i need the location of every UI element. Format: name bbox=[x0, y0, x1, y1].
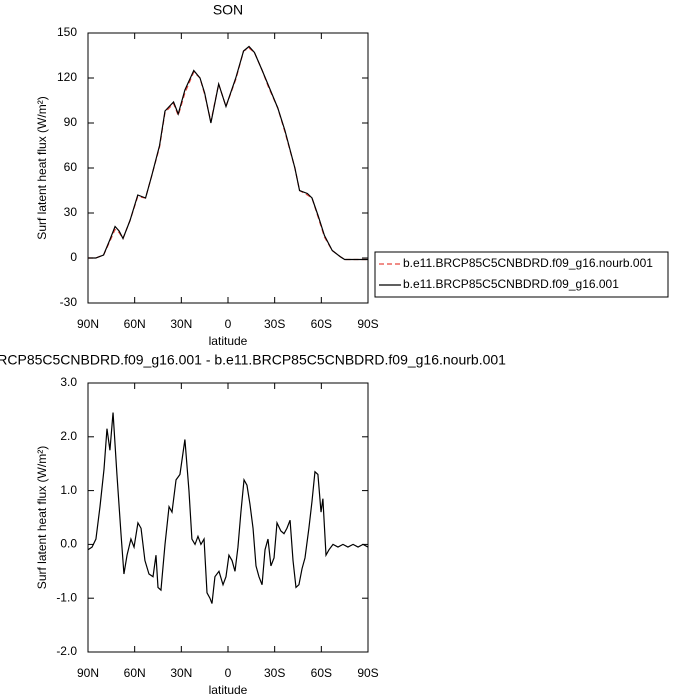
y-tick-label: 120 bbox=[57, 70, 77, 84]
legend-frame bbox=[374, 251, 669, 298]
y-tick-label: -1.0 bbox=[56, 590, 77, 604]
legend-label: b.e11.BRCP85C5CNBDRD.f09_g16.001 bbox=[403, 277, 619, 291]
y-tick-label: 2.0 bbox=[60, 429, 77, 443]
x-tick-label: 30S bbox=[264, 666, 285, 680]
y-tick-label: 30 bbox=[64, 205, 78, 219]
y-tick-label: 1.0 bbox=[60, 483, 77, 497]
x-tick-label: 90S bbox=[357, 317, 378, 331]
x-tick-label: 60S bbox=[311, 317, 332, 331]
legend-label: b.e11.BRCP85C5CNBDRD.f09_g16.nourb.001 bbox=[403, 256, 653, 270]
plot-frame bbox=[87, 32, 369, 304]
x-tick-label: 90S bbox=[357, 666, 378, 680]
chart-title: SON bbox=[213, 2, 243, 18]
x-tick-label: 60N bbox=[124, 666, 146, 680]
y-tick-label: -2.0 bbox=[56, 644, 77, 658]
y-tick-label: 90 bbox=[64, 115, 78, 129]
y-tick-label: 0.0 bbox=[60, 537, 77, 551]
x-tick-label: 60S bbox=[311, 666, 332, 680]
y-tick-label: 3.0 bbox=[60, 375, 77, 389]
data-line bbox=[88, 47, 368, 261]
y-axis-label: Surf latent heat flux (W/m²) bbox=[35, 96, 49, 239]
x-tick-label: 0 bbox=[225, 317, 232, 331]
x-tick-label: 30S bbox=[264, 317, 285, 331]
data-line bbox=[87, 412, 369, 604]
x-tick-label: 30N bbox=[170, 666, 192, 680]
x-axis-label: latitude bbox=[209, 334, 248, 348]
y-tick-label: 150 bbox=[57, 25, 77, 39]
x-tick-label: 90N bbox=[77, 666, 99, 680]
y-tick-label: -30 bbox=[60, 295, 78, 309]
x-axis-label: latitude bbox=[209, 683, 248, 697]
y-axis-label: Surf latent heat flux (W/m²) bbox=[35, 446, 49, 589]
y-tick-label: 0 bbox=[70, 250, 77, 264]
y-tick-label: 60 bbox=[64, 160, 78, 174]
x-tick-label: 90N bbox=[77, 317, 99, 331]
x-tick-label: 0 bbox=[225, 666, 232, 680]
data-line bbox=[88, 45, 368, 261]
x-tick-label: 60N bbox=[124, 317, 146, 331]
x-tick-label: 30N bbox=[170, 317, 192, 331]
plot-frame bbox=[87, 382, 369, 653]
chart-title: b.e11.BRCP85C5CNBDRD.f09_g16.001 - b.e11… bbox=[0, 352, 506, 368]
